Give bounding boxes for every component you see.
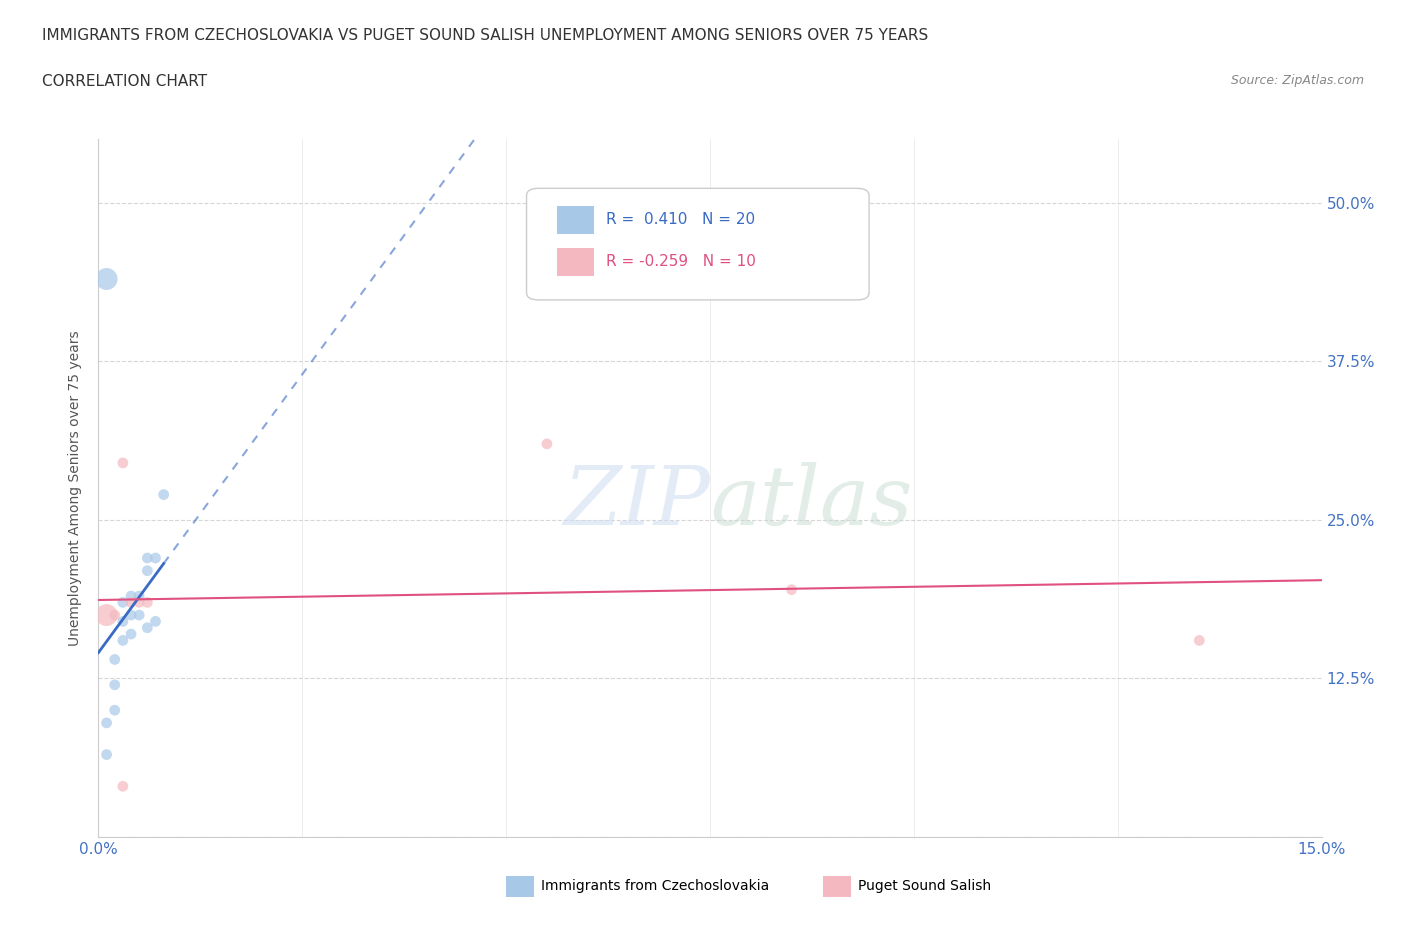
Point [136, 595, 159, 610]
Point [120, 627, 142, 642]
Bar [557, 247, 593, 275]
Text: CORRELATION CHART: CORRELATION CHART [42, 74, 207, 89]
Point [111, 595, 134, 610]
Point [120, 607, 142, 622]
Point [111, 778, 134, 793]
Text: Puget Sound Salish: Puget Sound Salish [858, 879, 991, 894]
Point [111, 614, 134, 629]
Point [104, 607, 127, 622]
Text: IMMIGRANTS FROM CZECHOSLOVAKIA VS PUGET SOUND SALISH UNEMPLOYMENT AMONG SENIORS : IMMIGRANTS FROM CZECHOSLOVAKIA VS PUGET … [42, 28, 928, 43]
Text: R =  0.410   N = 20: R = 0.410 N = 20 [606, 212, 755, 227]
Y-axis label: Unemployment Among Seniors over 75 years: Unemployment Among Seniors over 75 years [69, 330, 83, 646]
Point [780, 582, 803, 597]
Point [152, 487, 174, 502]
Text: atlas: atlas [710, 462, 912, 542]
Text: Source: ZipAtlas.com: Source: ZipAtlas.com [1230, 74, 1364, 87]
Point [104, 652, 127, 667]
Point [104, 677, 127, 692]
Bar [557, 206, 593, 233]
Point [128, 607, 150, 622]
Point [96, 747, 118, 762]
Point [145, 614, 167, 629]
Text: Immigrants from Czechoslovakia: Immigrants from Czechoslovakia [541, 879, 769, 894]
Point [120, 589, 142, 604]
FancyBboxPatch shape [526, 188, 869, 300]
Text: ZIP: ZIP [564, 462, 710, 542]
Point [136, 564, 159, 578]
Point [96, 607, 118, 622]
Point [104, 703, 127, 718]
Point [145, 551, 167, 565]
Point [136, 620, 159, 635]
Point [128, 589, 150, 604]
Point [128, 595, 150, 610]
Point [111, 456, 134, 471]
Point [536, 436, 558, 451]
Point [136, 551, 159, 565]
Point [120, 595, 142, 610]
Point [1188, 633, 1211, 648]
Point [96, 272, 118, 286]
Text: R = -0.259   N = 10: R = -0.259 N = 10 [606, 254, 756, 269]
Point [111, 633, 134, 648]
Point [96, 715, 118, 730]
